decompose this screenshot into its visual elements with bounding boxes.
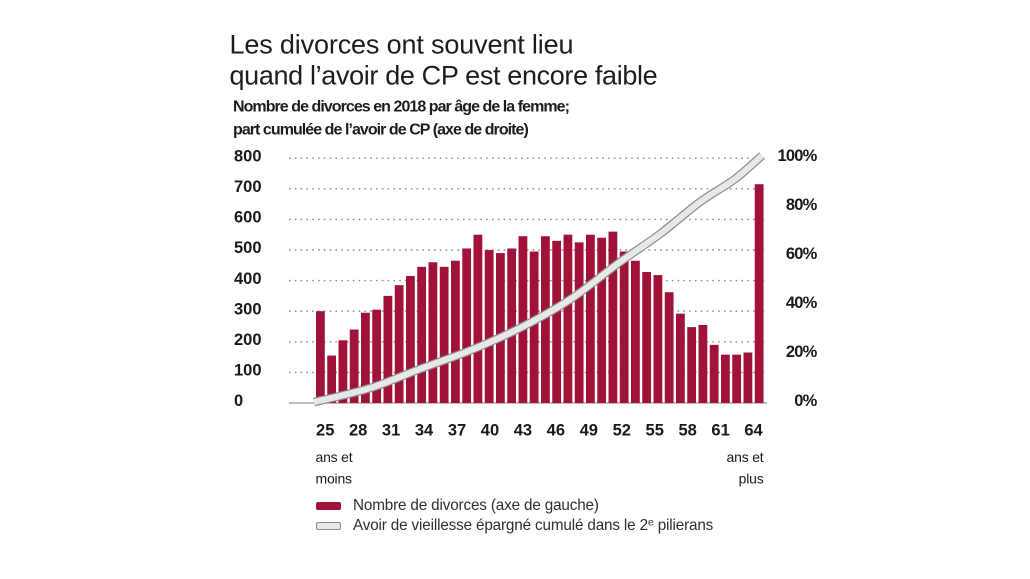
svg-text:200: 200 (234, 331, 262, 349)
svg-text:700: 700 (234, 178, 262, 196)
svg-text:25: 25 (316, 421, 334, 439)
svg-text:ans et: ans et (727, 449, 764, 465)
svg-text:58: 58 (678, 421, 696, 439)
svg-text:part cumulée de l’avoir de CP: part cumulée de l’avoir de CP (axe de dr… (233, 121, 528, 138)
svg-text:28: 28 (349, 421, 367, 439)
svg-text:31: 31 (382, 421, 400, 439)
svg-text:500: 500 (234, 239, 262, 257)
svg-text:Les divorces ont souvent lieu: Les divorces ont souvent lieu (230, 29, 574, 59)
svg-text:300: 300 (234, 300, 262, 318)
svg-text:61: 61 (711, 421, 729, 439)
svg-text:plus: plus (739, 471, 764, 487)
svg-text:43: 43 (514, 421, 532, 439)
svg-text:800: 800 (234, 147, 262, 165)
svg-text:600: 600 (234, 209, 262, 227)
svg-text:Nombre de divorces (axe de gau: Nombre de divorces (axe de gauche) (353, 497, 599, 514)
svg-text:64: 64 (744, 421, 763, 439)
svg-text:60%: 60% (786, 245, 818, 263)
svg-text:20%: 20% (786, 343, 818, 361)
svg-text:49: 49 (580, 421, 598, 439)
svg-text:37: 37 (448, 421, 466, 439)
svg-text:moins: moins (316, 471, 353, 487)
svg-text:40: 40 (481, 421, 499, 439)
svg-text:Avoir de vieillesse épargné cu: Avoir de vieillesse épargné cumulé dans … (353, 517, 714, 535)
svg-text:0%: 0% (794, 392, 817, 410)
svg-text:Nombre de divorces en 2018 par: Nombre de divorces en 2018 par âge de la… (233, 99, 569, 116)
svg-text:100: 100 (234, 362, 262, 380)
svg-text:55: 55 (646, 421, 664, 439)
svg-text:400: 400 (234, 270, 262, 288)
svg-text:quand l’avoir de CP est encore: quand l’avoir de CP est encore faible (230, 60, 658, 90)
svg-text:34: 34 (415, 421, 434, 439)
svg-text:46: 46 (547, 421, 565, 439)
svg-text:ans et: ans et (316, 449, 353, 465)
svg-text:40%: 40% (786, 294, 818, 312)
svg-text:80%: 80% (786, 196, 818, 214)
svg-text:100%: 100% (777, 147, 817, 165)
svg-text:0: 0 (234, 392, 243, 410)
svg-text:52: 52 (613, 421, 631, 439)
